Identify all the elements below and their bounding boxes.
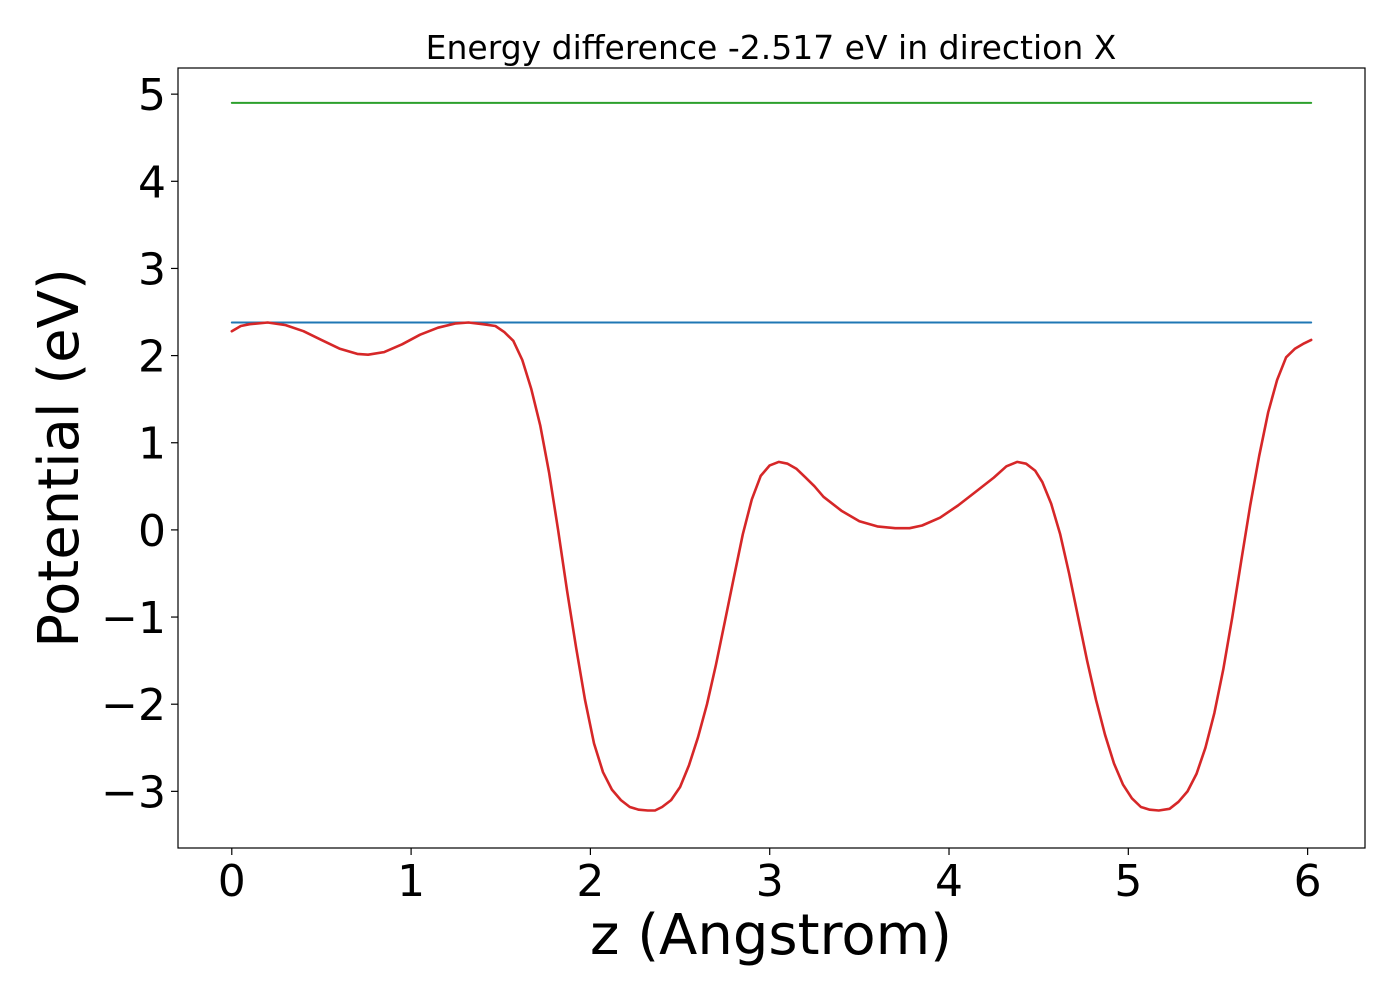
- ticks-group: 0 1 2 3 4 5 6 −3 −2 −1 0 1 2 3 4 5: [101, 70, 1321, 907]
- chart-title: Energy difference -2.517 eV in direction…: [426, 28, 1117, 67]
- y-tick-label-5: 5: [138, 70, 166, 121]
- x-tick-label-2: 2: [576, 856, 604, 907]
- y-tick-label-3: 3: [138, 244, 166, 295]
- x-tick-label-6: 6: [1294, 856, 1322, 907]
- x-tick-label-0: 0: [218, 856, 246, 907]
- y-tick-label--2: −2: [101, 680, 166, 731]
- x-tick-label-4: 4: [935, 856, 963, 907]
- y-tick-label-4: 4: [138, 157, 166, 208]
- y-axis-label: Potential (eV): [27, 268, 92, 648]
- x-tick-label-5: 5: [1114, 856, 1142, 907]
- x-axis-label: z (Angstrom): [590, 903, 952, 968]
- plot-frame: [177, 67, 1366, 849]
- x-tick-label-3: 3: [756, 856, 784, 907]
- series-potential-curve: [230, 321, 1313, 812]
- y-tick-label-2: 2: [138, 332, 166, 383]
- y-tick-label--1: −1: [101, 593, 166, 644]
- y-tick-label--3: −3: [101, 767, 166, 818]
- y-tick-label-0: 0: [138, 506, 166, 557]
- plot-area: [230, 101, 1313, 812]
- y-tick-label-1: 1: [138, 419, 166, 470]
- x-tick-label-1: 1: [397, 856, 425, 907]
